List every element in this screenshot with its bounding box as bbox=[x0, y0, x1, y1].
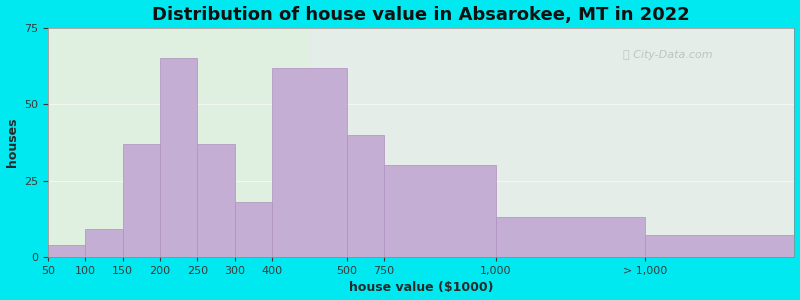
Bar bbox=[384, 165, 496, 257]
Title: Distribution of house value in Absarokee, MT in 2022: Distribution of house value in Absarokee… bbox=[152, 6, 690, 24]
Bar bbox=[198, 144, 234, 257]
X-axis label: house value ($1000): house value ($1000) bbox=[349, 281, 494, 294]
Y-axis label: houses: houses bbox=[6, 118, 18, 167]
Bar bbox=[86, 230, 122, 257]
Bar bbox=[48, 244, 86, 257]
Bar bbox=[272, 68, 346, 257]
Bar bbox=[645, 236, 794, 257]
Bar bbox=[496, 217, 645, 257]
Bar bbox=[160, 58, 198, 257]
Bar bbox=[122, 144, 160, 257]
Text: ⓘ City-Data.com: ⓘ City-Data.com bbox=[622, 50, 712, 60]
Bar bbox=[310, 28, 800, 257]
Bar bbox=[234, 202, 272, 257]
Bar bbox=[346, 135, 384, 257]
